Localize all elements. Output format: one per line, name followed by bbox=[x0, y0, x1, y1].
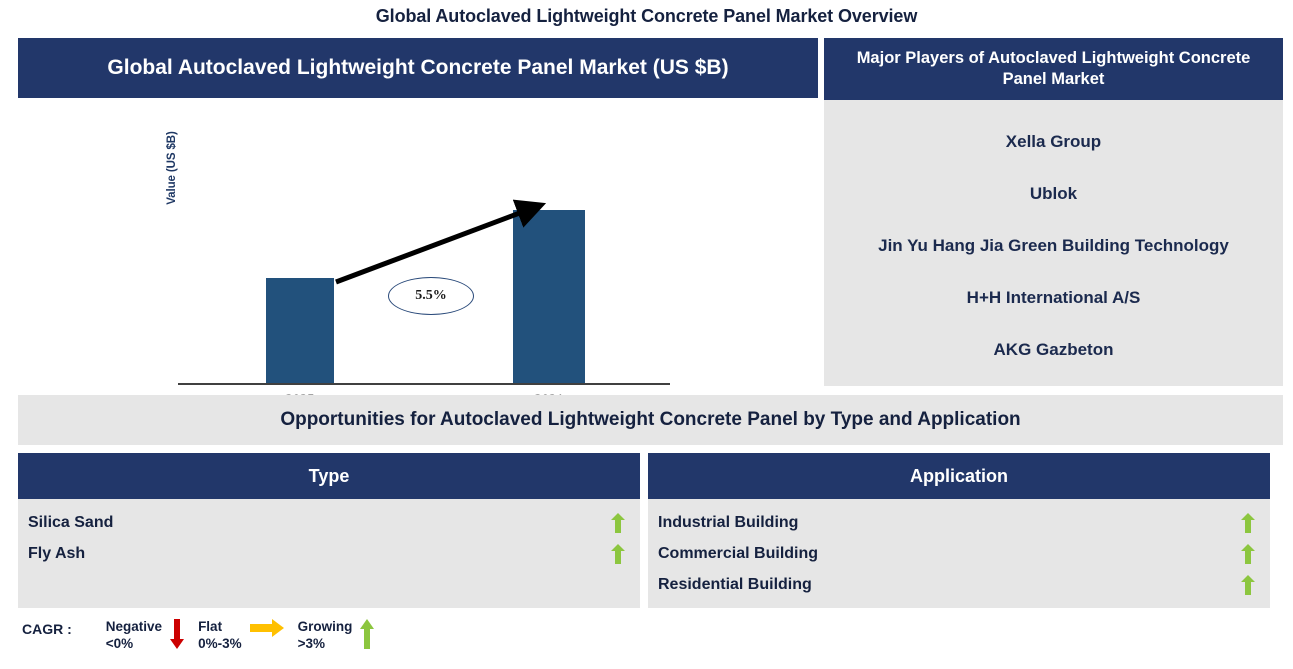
application-column-header: Application bbox=[648, 453, 1270, 499]
market-chart-panel-header: Global Autoclaved Lightweight Concrete P… bbox=[18, 38, 818, 98]
cagr-legend-negative-name: Negative bbox=[105, 619, 163, 634]
cagr-legend-growing-range: >3% bbox=[297, 636, 325, 651]
type-column-header: Type bbox=[18, 453, 640, 499]
y-axis-label: Value (US $B) bbox=[166, 131, 178, 205]
arrow-up-green-icon bbox=[1241, 512, 1255, 533]
type-column-header-label: Type bbox=[308, 465, 350, 486]
major-players-panel-header: Major Players of Autoclaved Lightweight … bbox=[824, 38, 1283, 100]
cagr-legend-label: CAGR : bbox=[22, 621, 72, 637]
arrow-right-yellow-icon bbox=[249, 619, 284, 637]
type-item-label: Fly Ash bbox=[28, 544, 86, 562]
application-item-label: Residential Building bbox=[658, 575, 812, 593]
major-players-panel-title: Major Players of Autoclaved Lightweight … bbox=[856, 49, 1251, 88]
opportunities-tables: Type Silica Sand Fly Ash Application Ind bbox=[18, 453, 1283, 608]
market-chart-panel-title: Global Autoclaved Lightweight Concrete P… bbox=[107, 55, 729, 79]
major-players-panel: Major Players of Autoclaved Lightweight … bbox=[824, 38, 1283, 386]
arrow-up-green-icon bbox=[611, 512, 625, 533]
x-axis-line bbox=[178, 383, 670, 385]
list-item: Jin Yu Hang Jia Green Building Technolog… bbox=[878, 236, 1229, 255]
cagr-legend-negative-range: <0% bbox=[105, 636, 134, 651]
growth-arrow-icon bbox=[335, 199, 547, 285]
cagr-callout: 5.5% bbox=[388, 277, 474, 315]
cagr-legend-growing-name: Growing bbox=[297, 619, 353, 634]
application-column-header-label: Application bbox=[910, 465, 1008, 486]
application-column: Application Industrial Building Commerci… bbox=[648, 453, 1270, 608]
list-item: Xella Group bbox=[1005, 132, 1102, 151]
opportunities-banner: Opportunities for Autoclaved Lightweight… bbox=[18, 395, 1283, 445]
application-column-body: Industrial Building Commercial Building … bbox=[648, 499, 1270, 608]
opportunities-banner-title: Opportunities for Autoclaved Lightweight… bbox=[280, 409, 1021, 430]
cagr-legend: CAGR : Negative <0% Flat 0%-3% Growing >… bbox=[22, 618, 388, 662]
list-item: H+H International A/S bbox=[966, 288, 1141, 307]
cagr-legend-growing-text: Growing >3% bbox=[298, 618, 353, 652]
arrow-up-green-icon bbox=[360, 619, 375, 649]
list-item: Industrial Building bbox=[648, 507, 1270, 538]
bar-2031 bbox=[513, 210, 585, 383]
type-column-body: Silica Sand Fly Ash bbox=[18, 499, 640, 608]
arrow-up-green-icon bbox=[1241, 574, 1255, 595]
type-item-label: Silica Sand bbox=[28, 513, 114, 531]
application-item-label: Industrial Building bbox=[658, 513, 799, 531]
cagr-legend-entry-growing: Growing >3% bbox=[298, 618, 375, 652]
list-item: Silica Sand bbox=[18, 507, 640, 538]
list-item: Ublok bbox=[1029, 184, 1078, 203]
bar-2025 bbox=[266, 278, 334, 383]
arrow-down-red-icon bbox=[170, 619, 185, 649]
bar-chart: Value (US $B) 5.5% 2025 2031 Source : Lu… bbox=[18, 98, 818, 440]
cagr-legend-flat-text: Flat 0%-3% bbox=[198, 618, 242, 652]
page-title: Global Autoclaved Lightweight Concrete P… bbox=[375, 6, 918, 26]
type-column: Type Silica Sand Fly Ash bbox=[18, 453, 640, 608]
arrow-up-green-icon bbox=[611, 543, 625, 564]
arrow-up-green-icon bbox=[1241, 543, 1255, 564]
list-item: Commercial Building bbox=[648, 538, 1270, 569]
list-item: AKG Gazbeton bbox=[993, 340, 1114, 359]
cagr-legend-entry-flat: Flat 0%-3% bbox=[198, 618, 284, 652]
cagr-legend-flat-name: Flat bbox=[198, 619, 223, 634]
cagr-legend-flat-range: 0%-3% bbox=[198, 636, 242, 651]
cagr-legend-negative-text: Negative <0% bbox=[106, 618, 162, 652]
list-item: Fly Ash bbox=[18, 538, 640, 569]
application-item-label: Commercial Building bbox=[658, 544, 819, 562]
major-players-list: Xella Group Ublok Jin Yu Hang Jia Green … bbox=[824, 100, 1283, 386]
list-item: Residential Building bbox=[648, 569, 1270, 600]
market-chart-panel: Global Autoclaved Lightweight Concrete P… bbox=[18, 38, 818, 440]
cagr-legend-entry-negative: Negative <0% bbox=[106, 618, 185, 652]
